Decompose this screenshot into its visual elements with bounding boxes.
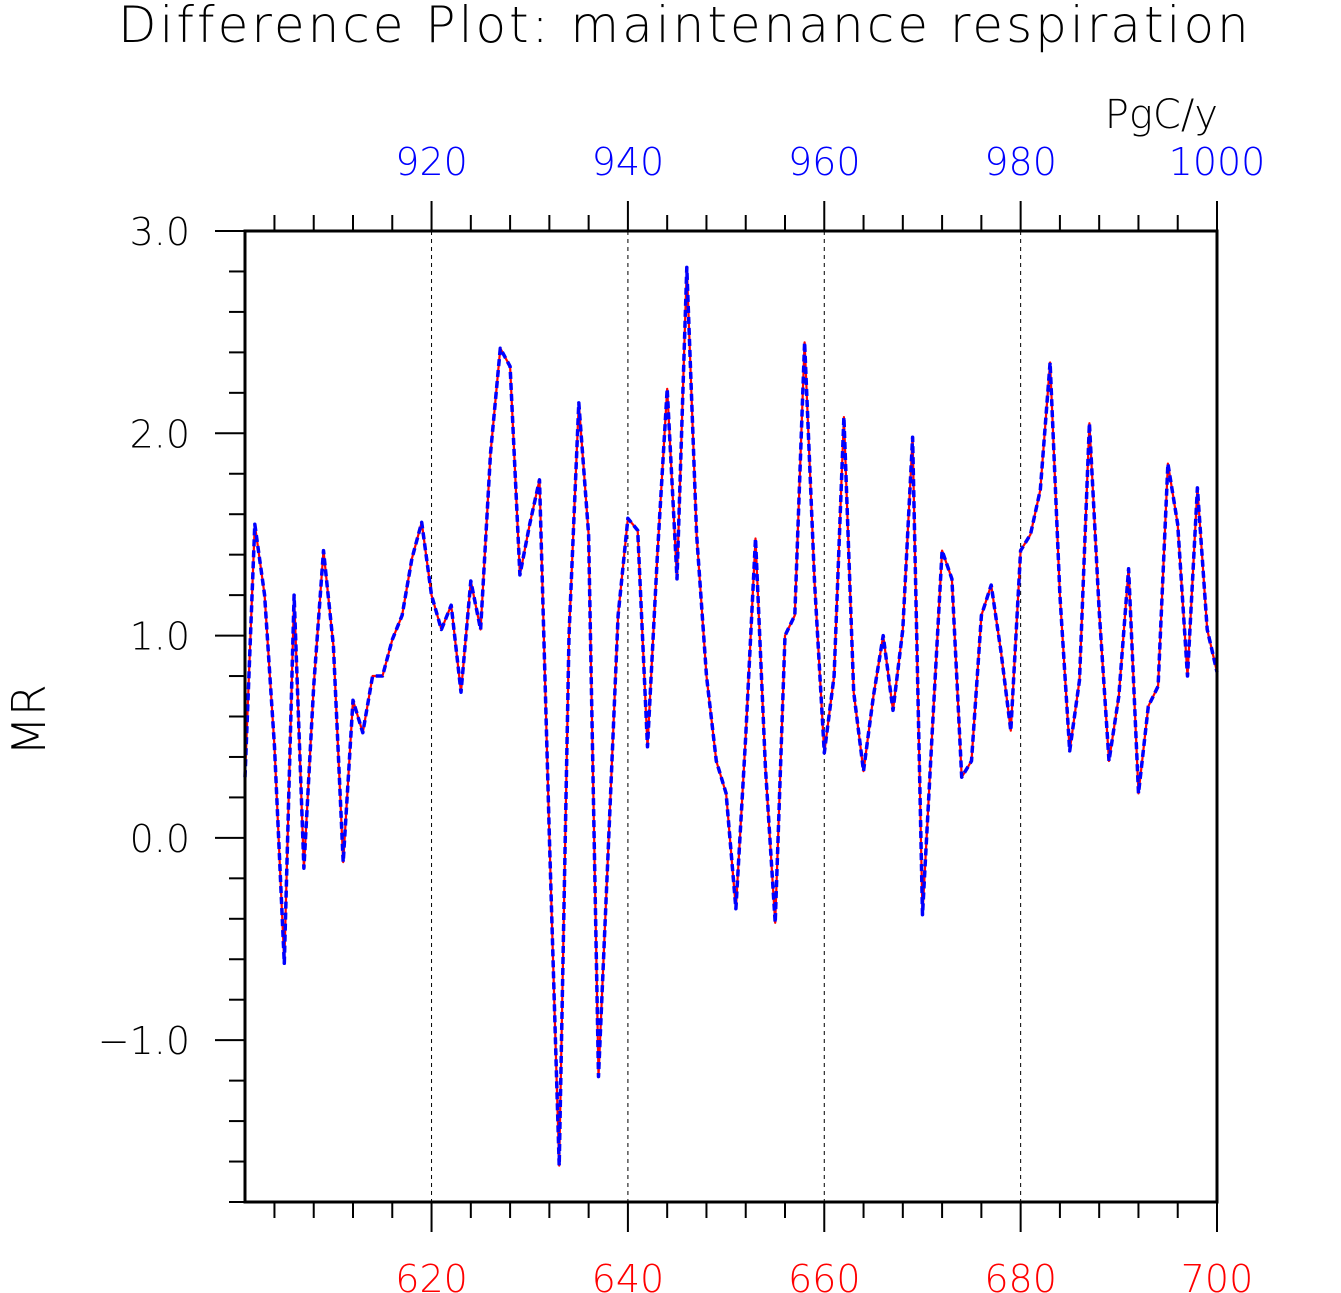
y-tick-label: 1.0 xyxy=(130,615,190,659)
x-tick-label-top: 960 xyxy=(788,140,861,184)
y-axis-label: MR xyxy=(2,684,56,756)
series-line-red-solid xyxy=(243,266,1219,1167)
series-line-blue-dashed xyxy=(243,265,1219,1168)
plot-frame xyxy=(243,229,1219,1204)
series-group xyxy=(243,265,1219,1168)
units-label: PgC/y xyxy=(1105,92,1218,138)
chart-title: Difference Plot: maintenance respiration xyxy=(118,0,1252,54)
tick-labels: −1.0 0.0 1.0 2.0 3.0 620 640 660 680 700 920 940 960… xyxy=(98,140,1266,1293)
x-tick-label-top: 980 xyxy=(984,140,1057,184)
y-tick-label: 0.0 xyxy=(130,817,190,861)
y-tick-label: 3.0 xyxy=(130,210,190,254)
y-tick-label: 2.0 xyxy=(130,412,190,456)
x-tick-label-top: 920 xyxy=(395,140,468,184)
tick-marks xyxy=(215,201,1218,1232)
x-tick-label-bottom: 700 xyxy=(1181,1257,1254,1293)
x-tick-label-top: 1000 xyxy=(1169,140,1266,184)
x-tick-label-bottom: 620 xyxy=(395,1257,468,1293)
y-tick-label: −1.0 xyxy=(98,1019,190,1063)
x-tick-label-bottom: 640 xyxy=(592,1257,665,1293)
grid-lines xyxy=(431,231,1022,1202)
x-tick-label-bottom: 660 xyxy=(788,1257,861,1293)
x-tick-label-bottom: 680 xyxy=(984,1257,1057,1293)
x-tick-label-top: 940 xyxy=(592,140,665,184)
